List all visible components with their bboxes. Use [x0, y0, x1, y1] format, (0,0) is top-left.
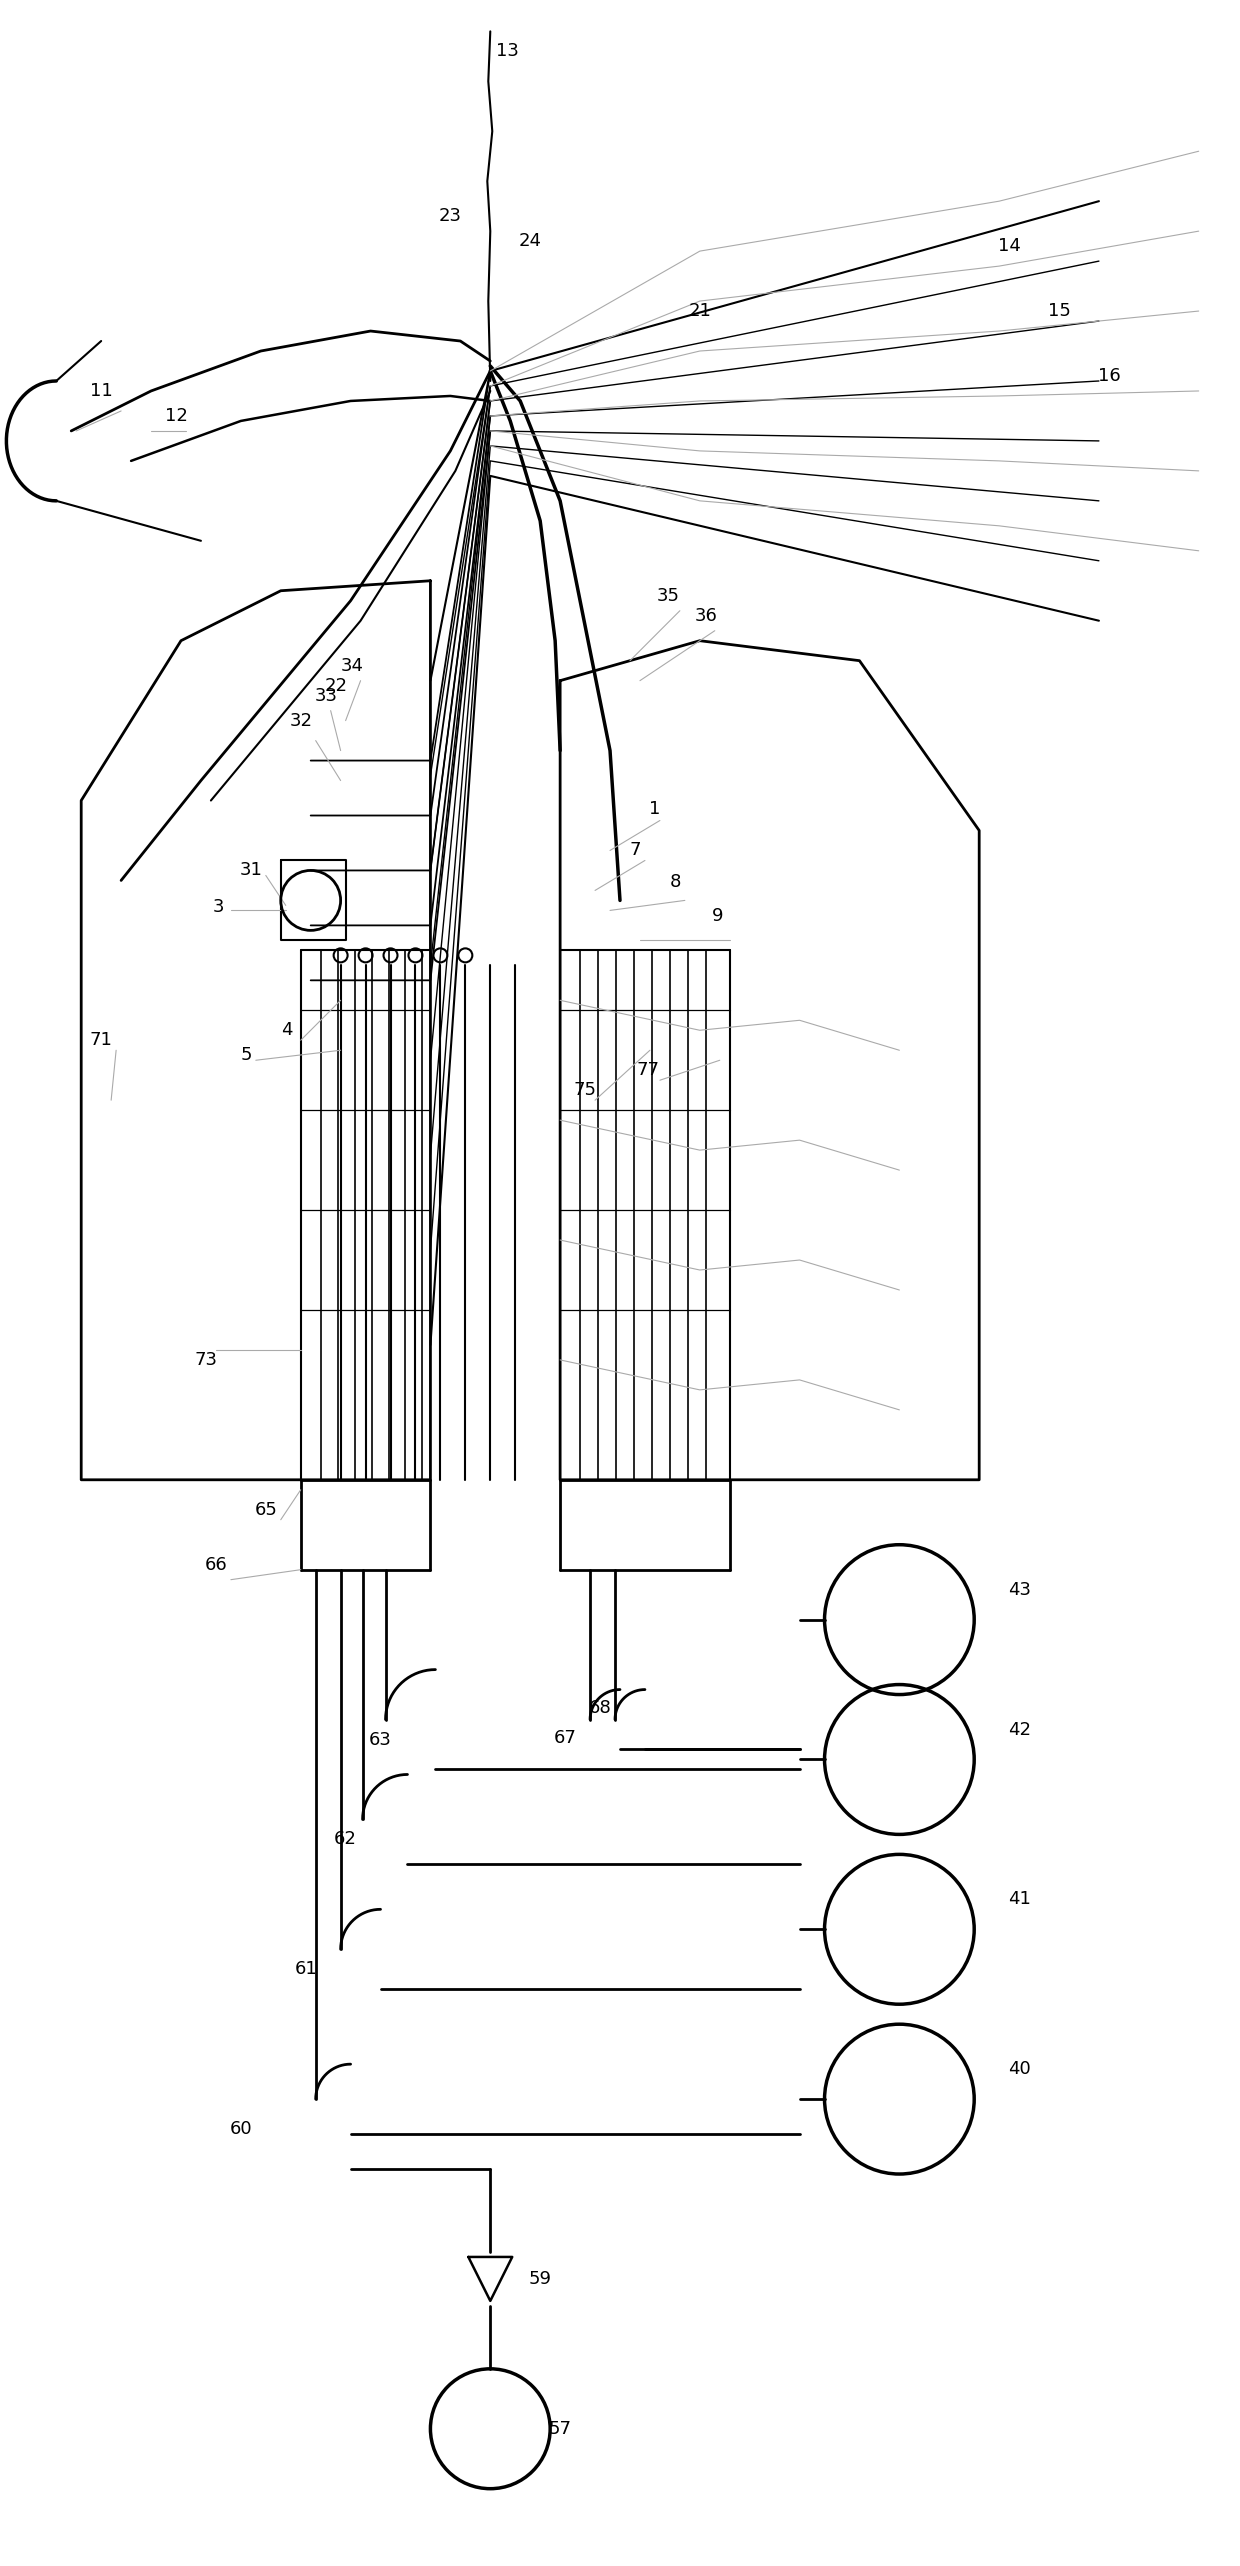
Text: 75: 75	[574, 1080, 596, 1098]
Text: 16: 16	[1097, 367, 1120, 385]
Text: 59: 59	[528, 2271, 552, 2289]
Text: 68: 68	[589, 1699, 611, 1717]
Text: 3: 3	[213, 898, 224, 916]
Text: 9: 9	[712, 908, 723, 926]
Text: 62: 62	[334, 1830, 357, 1848]
Text: 11: 11	[89, 382, 113, 400]
Text: 8: 8	[670, 872, 682, 890]
Text: 22: 22	[324, 677, 347, 695]
Text: 4: 4	[281, 1021, 293, 1039]
Text: 71: 71	[89, 1032, 113, 1049]
Text: 36: 36	[694, 606, 717, 624]
Text: 14: 14	[998, 236, 1021, 254]
Text: 12: 12	[165, 408, 187, 426]
Text: 21: 21	[688, 303, 712, 321]
Text: 42: 42	[1008, 1722, 1030, 1740]
Text: 61: 61	[294, 1960, 317, 1978]
Text: 5: 5	[241, 1047, 252, 1065]
Text: 77: 77	[636, 1062, 660, 1080]
Text: 23: 23	[439, 208, 461, 226]
Text: 41: 41	[1008, 1891, 1030, 1909]
Text: 60: 60	[229, 2120, 252, 2137]
Text: 33: 33	[315, 688, 339, 706]
Text: 15: 15	[1048, 303, 1070, 321]
Text: 67: 67	[554, 1729, 577, 1747]
Text: 40: 40	[1008, 2060, 1030, 2078]
Text: 7: 7	[629, 842, 641, 860]
Text: 32: 32	[289, 711, 312, 729]
Text: 43: 43	[1008, 1581, 1030, 1599]
Text: 57: 57	[548, 2420, 572, 2438]
Text: 13: 13	[496, 41, 518, 62]
Text: 31: 31	[239, 862, 263, 880]
Text: 34: 34	[341, 657, 365, 675]
Text: 35: 35	[656, 588, 680, 606]
Text: 73: 73	[195, 1350, 217, 1368]
Text: 65: 65	[254, 1501, 278, 1519]
Text: 24: 24	[518, 231, 542, 249]
Text: 66: 66	[205, 1555, 227, 1573]
Text: 1: 1	[650, 801, 661, 819]
Text: 63: 63	[370, 1729, 392, 1747]
